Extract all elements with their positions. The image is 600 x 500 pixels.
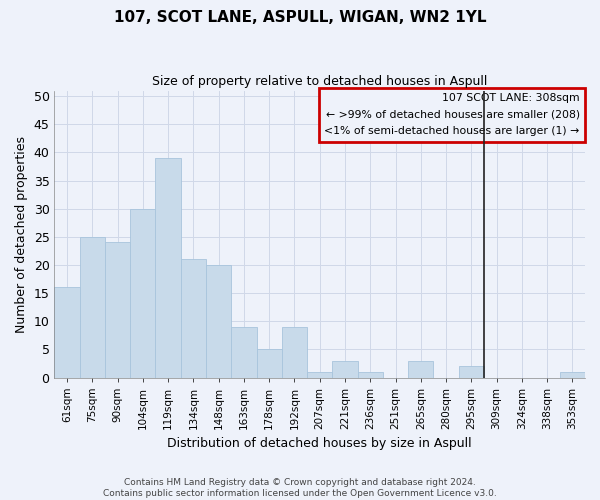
Bar bbox=[105, 242, 130, 378]
Bar bbox=[130, 208, 155, 378]
Text: 107 SCOT LANE: 308sqm
← >99% of detached houses are smaller (208)
<1% of semi-de: 107 SCOT LANE: 308sqm ← >99% of detached… bbox=[325, 94, 580, 136]
Title: Size of property relative to detached houses in Aspull: Size of property relative to detached ho… bbox=[152, 75, 487, 88]
Text: 107, SCOT LANE, ASPULL, WIGAN, WN2 1YL: 107, SCOT LANE, ASPULL, WIGAN, WN2 1YL bbox=[114, 10, 486, 25]
Bar bbox=[332, 360, 358, 378]
Bar bbox=[307, 372, 332, 378]
Bar bbox=[358, 372, 383, 378]
Y-axis label: Number of detached properties: Number of detached properties bbox=[15, 136, 28, 332]
Bar bbox=[458, 366, 484, 378]
Text: Contains HM Land Registry data © Crown copyright and database right 2024.
Contai: Contains HM Land Registry data © Crown c… bbox=[103, 478, 497, 498]
Bar bbox=[55, 288, 80, 378]
Bar bbox=[80, 237, 105, 378]
Bar bbox=[181, 260, 206, 378]
Bar bbox=[560, 372, 585, 378]
X-axis label: Distribution of detached houses by size in Aspull: Distribution of detached houses by size … bbox=[167, 437, 472, 450]
Bar bbox=[155, 158, 181, 378]
Bar bbox=[282, 327, 307, 378]
Bar bbox=[206, 265, 231, 378]
Bar bbox=[231, 327, 257, 378]
Bar bbox=[408, 360, 433, 378]
Bar bbox=[257, 350, 282, 378]
